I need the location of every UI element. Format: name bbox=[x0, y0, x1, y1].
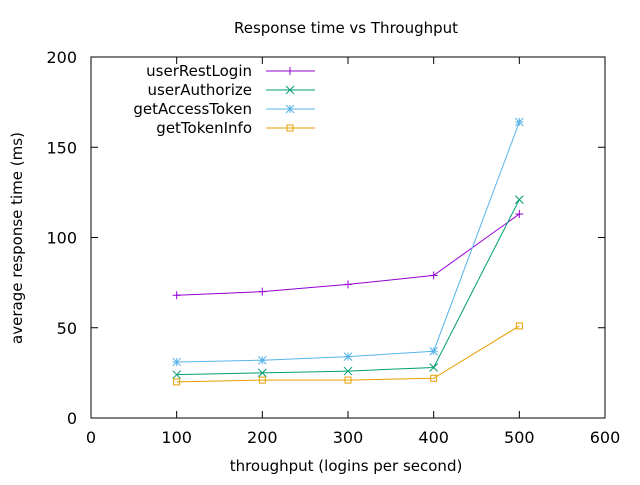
legend-label-user-authorize: userAuthorize bbox=[148, 81, 253, 99]
data-point-user-rest-login bbox=[515, 210, 524, 219]
series-line-get-token-info bbox=[176, 325, 520, 383]
chart-title: Response time vs Throughput bbox=[234, 19, 458, 37]
data-point-get-access-token bbox=[172, 357, 182, 367]
y-tick-label: 150 bbox=[46, 138, 77, 157]
data-point-user-authorize bbox=[343, 366, 353, 376]
data-point-get-token-info bbox=[344, 376, 352, 384]
y-tick-label: 200 bbox=[46, 48, 77, 67]
y-tick-label: 0 bbox=[67, 409, 77, 428]
x-tick-label: 600 bbox=[590, 428, 621, 447]
x-tick-label: 100 bbox=[161, 428, 192, 447]
legend: userRestLoginuserAuthorizegetAccessToken… bbox=[133, 62, 315, 137]
data-point-get-token-info bbox=[258, 376, 266, 384]
legend-label-user-rest-login: userRestLogin bbox=[146, 62, 252, 80]
series-line-get-access-token bbox=[176, 121, 520, 363]
data-point-user-rest-login bbox=[429, 271, 438, 280]
data-point-get-token-info bbox=[430, 374, 438, 382]
data-point-user-authorize bbox=[257, 368, 267, 378]
legend-label-get-token-info: getTokenInfo bbox=[156, 119, 252, 137]
x-tick-label: 400 bbox=[418, 428, 449, 447]
y-tick-label: 100 bbox=[46, 229, 77, 248]
x-tick-label: 300 bbox=[333, 428, 364, 447]
legend-marker-user-authorize bbox=[285, 85, 295, 95]
legend-marker-get-token-info bbox=[286, 124, 294, 132]
legend-marker-user-rest-login bbox=[286, 67, 294, 75]
data-point-user-rest-login bbox=[344, 280, 352, 289]
x-tick-label: 0 bbox=[86, 428, 96, 447]
x-tick-label: 500 bbox=[504, 428, 535, 447]
data-point-get-token-info bbox=[173, 378, 181, 386]
data-point-get-access-token bbox=[514, 117, 524, 127]
data-point-get-access-token bbox=[257, 355, 267, 365]
data-point-user-authorize bbox=[429, 363, 439, 372]
plot-area: 0 100 200 300 400 500 600 0 50 100 150 200 bbox=[46, 48, 620, 447]
x-tick-label: 200 bbox=[247, 428, 278, 447]
data-point-get-token-info bbox=[515, 322, 523, 330]
data-point-user-authorize bbox=[514, 195, 524, 204]
data-point-get-access-token bbox=[429, 346, 439, 356]
legend-label-get-access-token: getAccessToken bbox=[133, 100, 252, 118]
legend-marker-get-access-token bbox=[285, 104, 295, 114]
data-point-user-rest-login bbox=[258, 287, 267, 296]
y-tick-label: 50 bbox=[57, 319, 77, 338]
x-axis-title: throughput (logins per second) bbox=[230, 457, 463, 475]
data-point-get-access-token bbox=[343, 352, 353, 361]
y-axis-title: average response time (ms) bbox=[8, 132, 26, 344]
data-point-user-rest-login bbox=[172, 291, 181, 300]
data-point-user-authorize bbox=[172, 370, 182, 380]
